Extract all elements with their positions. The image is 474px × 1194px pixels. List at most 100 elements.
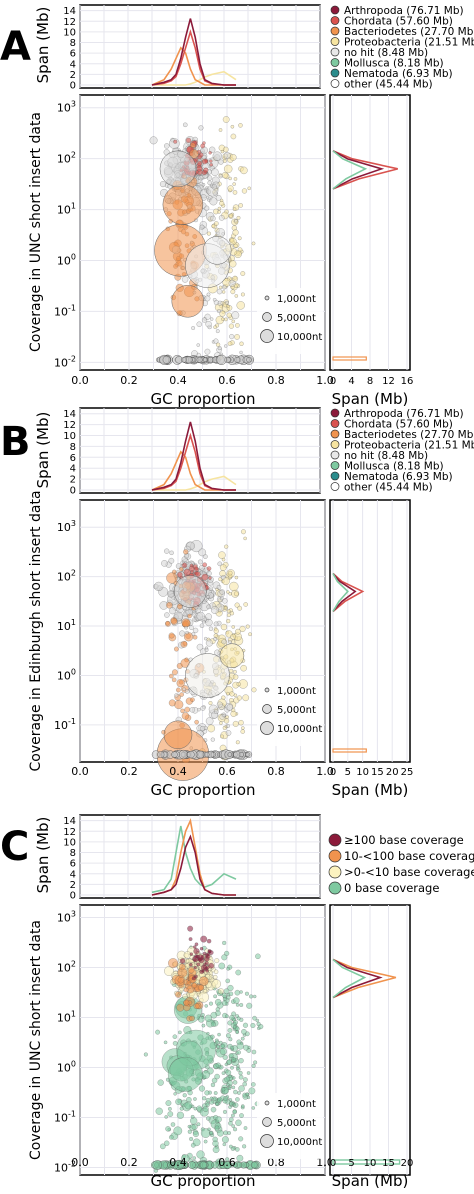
scatter-point xyxy=(236,1154,244,1162)
scatter-point xyxy=(186,980,192,986)
scatter-point xyxy=(212,151,222,161)
scatter-point xyxy=(231,311,240,320)
scatter-point xyxy=(143,1052,148,1057)
scatter-point xyxy=(207,1127,211,1132)
scatter-point xyxy=(234,575,239,580)
scatter-point xyxy=(223,164,233,174)
scatter-ylabel: Coverage in Edinburgh short insert data xyxy=(28,490,44,771)
scatter-point xyxy=(217,346,222,351)
panel-letter-a: A xyxy=(0,24,31,70)
scatter-point xyxy=(253,1060,258,1065)
legend-label: Proteobacteria (21.51 Mb) xyxy=(344,440,474,452)
scatter-point xyxy=(238,752,244,758)
scatter-point xyxy=(209,1131,213,1136)
scatter-point xyxy=(204,348,211,355)
scatter-point xyxy=(235,1026,240,1032)
histogram-line-cov100 xyxy=(151,834,236,896)
scatter-point xyxy=(161,560,168,567)
scatter-point xyxy=(246,357,252,363)
scatter-point xyxy=(226,304,230,308)
scatter-point xyxy=(222,713,226,718)
scatter-point xyxy=(221,1000,228,1006)
scatter-point xyxy=(180,708,185,714)
scatter-point xyxy=(196,1122,201,1127)
y-tick-label: 103 xyxy=(57,910,76,925)
scatter-point xyxy=(206,1116,211,1121)
size-legend-label: 1,000nt xyxy=(277,1099,316,1110)
legend-marker xyxy=(330,419,340,428)
scatter-point xyxy=(205,618,213,627)
scatter-point xyxy=(226,966,231,971)
legend-marker xyxy=(328,865,342,879)
scatter-point xyxy=(200,964,207,971)
scatter-xlabel: GC proportion xyxy=(151,781,256,799)
scatter-point xyxy=(166,601,173,609)
scatter-point xyxy=(212,974,218,980)
scatter-point xyxy=(220,734,224,739)
scatter-point xyxy=(204,1004,208,1008)
scatter-point xyxy=(240,529,246,535)
scatter-point xyxy=(194,719,199,725)
scatter-point xyxy=(192,1130,200,1138)
y-tick-label: 10-1 xyxy=(54,717,76,732)
y-tick-label: 2 xyxy=(70,70,76,81)
scatter-point xyxy=(177,977,184,984)
scatter-point xyxy=(224,344,228,348)
scatter-point xyxy=(230,289,236,295)
scatter-point xyxy=(180,640,188,648)
size-legend-label: 1,000nt xyxy=(277,686,316,697)
scatter-point xyxy=(225,730,232,736)
scatter-point xyxy=(162,184,204,225)
scatter-point xyxy=(176,1111,185,1119)
scatter-point xyxy=(232,1025,237,1029)
scatter-point xyxy=(206,595,210,599)
y-tick-label: 12 xyxy=(63,827,76,838)
histogram-line-cov_zero xyxy=(151,825,237,894)
scatter-point xyxy=(245,1092,249,1097)
scatter-ylabel: Coverage in UNC short insert data xyxy=(28,920,44,1160)
x-tick-label: 0.6 xyxy=(218,1156,236,1169)
scatter-point xyxy=(213,325,218,330)
x-tick-label: 0.8 xyxy=(267,374,285,387)
scatter-point xyxy=(233,177,238,181)
scatter-point xyxy=(188,962,193,967)
scatter-point xyxy=(191,1123,198,1130)
scatter-point xyxy=(196,356,203,363)
scatter-point xyxy=(242,1081,247,1087)
scatter-point xyxy=(238,203,243,208)
scatter-point xyxy=(228,1053,234,1059)
scatter-point xyxy=(196,1105,203,1112)
size-legend: 1,000nt 5,000nt 10,000nt xyxy=(257,1093,323,1159)
scatter-point xyxy=(192,1156,197,1160)
size-legend-label: 5,000nt xyxy=(277,705,316,716)
x-tick-label: 15 xyxy=(382,1158,395,1169)
scatter-point xyxy=(224,1062,229,1067)
histogram-line-proteobacteria xyxy=(152,70,237,86)
legend-label: Chordata (57.60 Mb) xyxy=(344,419,453,431)
scatter-points xyxy=(143,925,264,1173)
side-histogram-line xyxy=(332,150,398,190)
legend-label: Bacteriodetes (27.70 Mb) xyxy=(344,429,474,441)
scatter-point xyxy=(226,618,231,624)
scatter-point xyxy=(232,182,236,186)
scatter-point xyxy=(240,1104,245,1108)
y-tick-label: 101 xyxy=(57,202,76,217)
scatter-point xyxy=(227,570,233,576)
scatter-point xyxy=(203,167,209,173)
scatter-point xyxy=(255,953,261,960)
scatter-point xyxy=(225,715,230,719)
scatter-point xyxy=(188,937,193,942)
legend-label: Mollusca (8.18 Mb) xyxy=(344,58,444,70)
scatter-point xyxy=(211,168,219,176)
scatter-point xyxy=(213,628,219,634)
scatter-point xyxy=(227,984,234,992)
scatter-point xyxy=(212,1136,218,1143)
legend-marker xyxy=(330,408,340,418)
scatter-point xyxy=(169,550,174,556)
x-tick-label: 0.2 xyxy=(120,1156,138,1169)
x-tick-label: 12 xyxy=(382,376,395,387)
scatter-point xyxy=(246,1071,251,1075)
y-tick-label: 10 xyxy=(63,27,76,38)
scatter-point xyxy=(196,321,202,327)
